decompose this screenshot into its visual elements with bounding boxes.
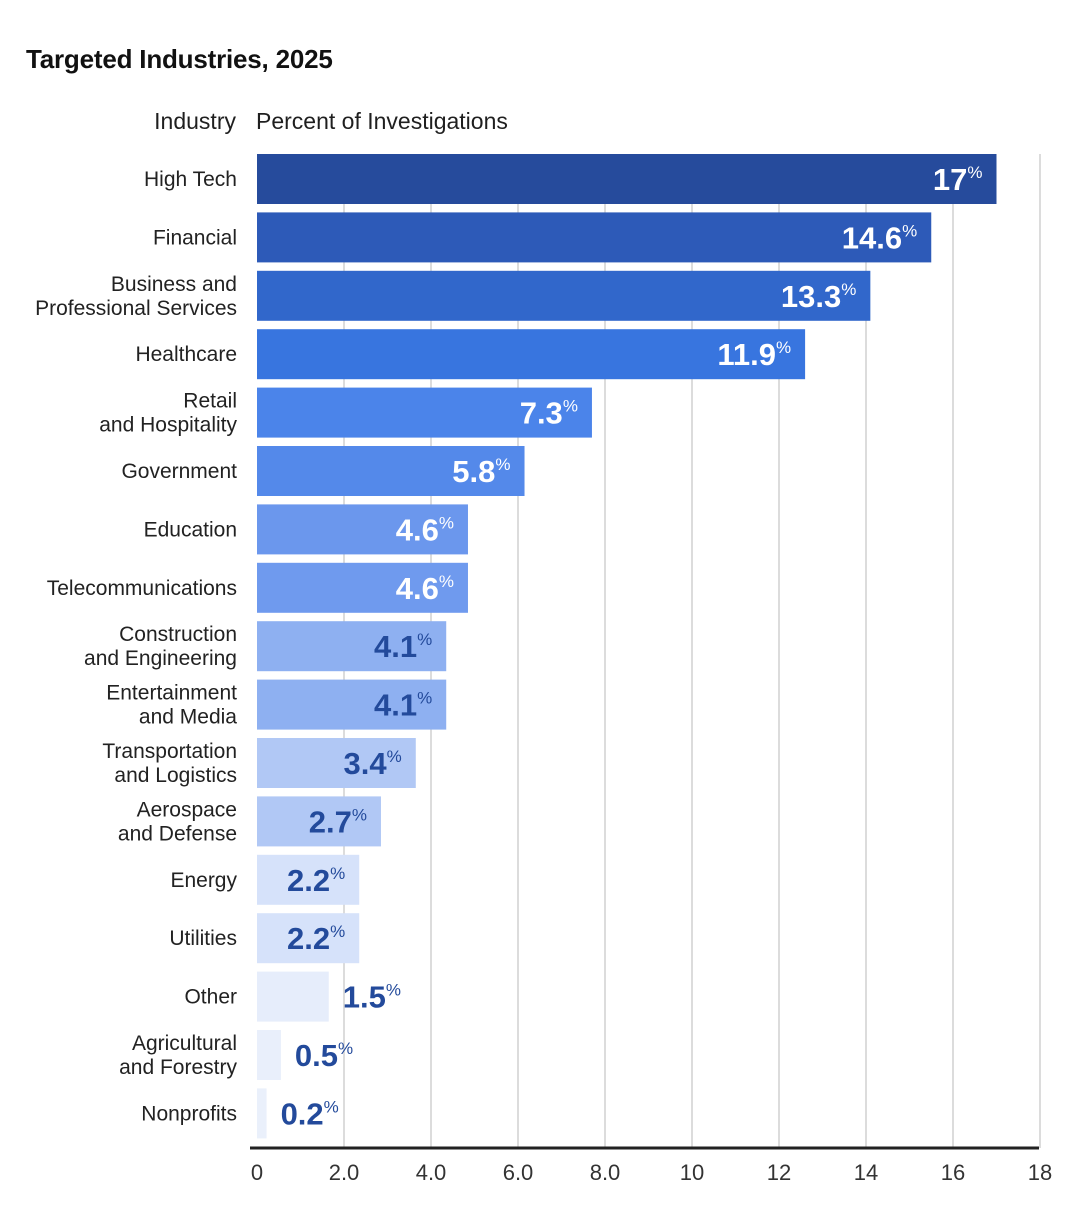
category-labels: High Tech Financial Business and Profession… bbox=[35, 168, 237, 1125]
category-label: Utilities bbox=[169, 927, 237, 950]
bar bbox=[257, 621, 447, 672]
bar bbox=[257, 270, 871, 321]
category-label: Healthcare bbox=[135, 343, 237, 366]
value-label: 13.3% bbox=[781, 279, 856, 314]
value-label: 1.5% bbox=[343, 980, 401, 1015]
chart-title: Targeted Industries, 2025 bbox=[26, 44, 333, 74]
category-label: Energy bbox=[170, 869, 237, 892]
category-label: Government bbox=[121, 460, 237, 483]
value-label: 2.2% bbox=[287, 921, 345, 956]
value-label: 2.7% bbox=[309, 804, 367, 839]
category-label: Retail and Hospitality bbox=[99, 390, 237, 437]
x-tick-label: 2.0 bbox=[329, 1160, 360, 1185]
x-tick-label: 14 bbox=[854, 1160, 878, 1185]
x-tick-label: 6.0 bbox=[503, 1160, 534, 1185]
category-label: Business and Professional Services bbox=[35, 273, 237, 320]
category-label: Aerospace and Defense bbox=[118, 798, 237, 845]
x-tick-label: 16 bbox=[941, 1160, 965, 1185]
value-label: 5.8% bbox=[452, 454, 510, 489]
bar bbox=[257, 562, 468, 613]
category-label: Other bbox=[184, 986, 237, 1009]
value-label: 2.2% bbox=[287, 863, 345, 898]
value-label: 4.1% bbox=[374, 688, 432, 723]
bar bbox=[257, 212, 932, 263]
x-tick-label: 0 bbox=[251, 1160, 263, 1185]
bar bbox=[257, 154, 997, 204]
bar bbox=[257, 446, 525, 496]
x-tick-label: 4.0 bbox=[416, 1160, 447, 1185]
bar bbox=[257, 1088, 267, 1139]
value-label: 0.5% bbox=[295, 1038, 353, 1073]
x-tick-label: 8.0 bbox=[590, 1160, 621, 1185]
value-label: 4.6% bbox=[396, 512, 454, 547]
bar bbox=[257, 854, 360, 905]
bar bbox=[257, 504, 468, 555]
category-label: Transportation and Logistics bbox=[102, 740, 237, 787]
bar bbox=[257, 738, 416, 788]
x-axis: 0 2.0 4.0 6.0 8.0 10 12 14 16 18 bbox=[250, 1146, 1052, 1185]
value-label: 4.1% bbox=[374, 629, 432, 664]
value-label: 3.4% bbox=[344, 746, 402, 781]
bar bbox=[257, 679, 447, 730]
x-tick-label: 12 bbox=[767, 1160, 791, 1185]
bars bbox=[257, 154, 997, 1139]
value-label: 7.3% bbox=[520, 396, 578, 431]
category-label: Telecommunications bbox=[47, 577, 237, 600]
bar bbox=[257, 971, 329, 1022]
value-label: 17% bbox=[933, 162, 983, 197]
category-label: Entertainment and Media bbox=[106, 682, 237, 729]
category-label: High Tech bbox=[144, 168, 237, 191]
x-tick-label: 18 bbox=[1028, 1160, 1052, 1185]
category-column-header: Industry bbox=[154, 108, 236, 134]
category-label: Nonprofits bbox=[141, 1102, 237, 1125]
value-labels: 17% 14.6% 13.3% 11.9% 7.3% 5.8% 4.6% 4.6% 4.1% 4.… bbox=[281, 162, 983, 1131]
category-label: Education bbox=[144, 518, 237, 541]
bar bbox=[257, 387, 592, 438]
bar bbox=[257, 913, 360, 964]
x-tick-label: 10 bbox=[680, 1160, 704, 1185]
value-label: 0.2% bbox=[281, 1096, 339, 1131]
value-label: 14.6% bbox=[842, 220, 917, 255]
bar bbox=[257, 1030, 281, 1080]
category-label: Agricultural and Forestry bbox=[119, 1032, 237, 1079]
category-label: Construction and Engineering bbox=[84, 623, 237, 670]
value-column-header: Percent of Investigations bbox=[256, 108, 508, 134]
category-label: Financial bbox=[153, 226, 237, 249]
bar bbox=[257, 329, 806, 380]
value-label: 4.6% bbox=[396, 571, 454, 606]
bar bbox=[257, 796, 381, 847]
value-label: 11.9% bbox=[717, 337, 791, 372]
